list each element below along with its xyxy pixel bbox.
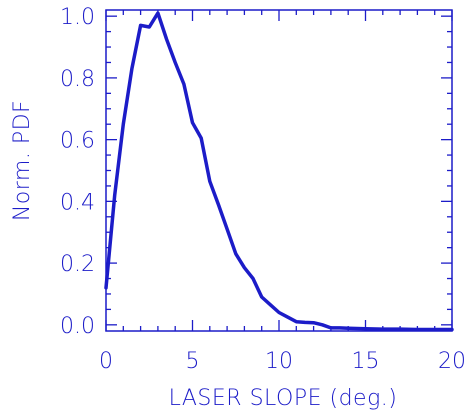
x-tick-labels: 0 5 10 15 20	[99, 349, 466, 374]
y-tick-label: 0.0	[60, 314, 95, 339]
x-axis-title: LASER SLOPE (deg.)	[169, 386, 398, 411]
x-tick-label: 20	[438, 349, 466, 374]
tick-marks	[105, 10, 453, 331]
plot-border	[105, 9, 453, 332]
x-tick-label: 5	[186, 349, 200, 374]
y-tick-label: 0.6	[60, 129, 95, 154]
y-tick-label: 0.2	[60, 252, 95, 277]
y-tick-labels: 0.0 0.2 0.4 0.6 0.8 1.0	[60, 5, 95, 339]
series-line	[104, 11, 454, 332]
y-tick-label: 0.4	[60, 190, 95, 215]
y-tick-label: 0.8	[60, 67, 95, 92]
x-tick-label: 10	[265, 349, 293, 374]
y-tick-label: 1.0	[60, 5, 95, 30]
y-axis-title: Norm. PDF	[10, 100, 35, 221]
x-tick-label: 15	[352, 349, 380, 374]
plot-frame	[105, 9, 453, 332]
x-tick-label: 0	[99, 349, 113, 374]
